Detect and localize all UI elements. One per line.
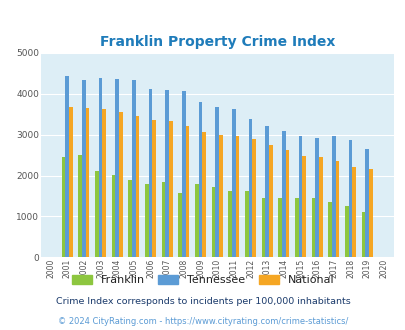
Bar (248, 119, 252, 257)
Bar (269, 145, 272, 257)
Bar (348, 140, 352, 257)
Bar (261, 198, 265, 257)
Bar (265, 126, 269, 257)
Bar (168, 121, 172, 257)
Bar (181, 91, 185, 257)
Bar (278, 198, 281, 257)
Bar (148, 89, 152, 257)
Bar (281, 131, 285, 257)
Bar (311, 198, 315, 257)
Bar (65, 76, 69, 257)
Bar (228, 191, 232, 257)
Legend: Franklin, Tennessee, National: Franklin, Tennessee, National (68, 271, 337, 288)
Bar (111, 175, 115, 257)
Bar (165, 90, 168, 257)
Bar (194, 184, 198, 257)
Title: Franklin Property Crime Index: Franklin Property Crime Index (99, 35, 334, 49)
Bar (152, 120, 156, 257)
Bar (202, 132, 206, 257)
Bar (302, 155, 305, 257)
Bar (232, 109, 235, 257)
Bar (331, 136, 335, 257)
Bar (294, 198, 298, 257)
Bar (69, 107, 72, 257)
Bar (161, 182, 165, 257)
Bar (215, 107, 219, 257)
Bar (62, 157, 65, 257)
Bar (335, 161, 339, 257)
Bar (82, 80, 85, 257)
Bar (132, 80, 135, 257)
Bar (364, 148, 368, 257)
Bar (252, 139, 256, 257)
Bar (211, 187, 215, 257)
Bar (361, 212, 364, 257)
Bar (352, 167, 355, 257)
Bar (119, 112, 122, 257)
Bar (98, 78, 102, 257)
Bar (298, 136, 302, 257)
Bar (185, 126, 189, 257)
Bar (368, 169, 372, 257)
Bar (344, 206, 348, 257)
Text: © 2024 CityRating.com - https://www.cityrating.com/crime-statistics/: © 2024 CityRating.com - https://www.city… (58, 317, 347, 326)
Bar (102, 109, 106, 257)
Bar (78, 155, 82, 257)
Bar (115, 79, 119, 257)
Bar (198, 102, 202, 257)
Text: Crime Index corresponds to incidents per 100,000 inhabitants: Crime Index corresponds to incidents per… (55, 297, 350, 307)
Bar (85, 109, 89, 257)
Bar (328, 202, 331, 257)
Bar (178, 193, 181, 257)
Bar (128, 180, 132, 257)
Bar (135, 116, 139, 257)
Bar (245, 191, 248, 257)
Bar (219, 135, 222, 257)
Bar (285, 150, 289, 257)
Bar (235, 136, 239, 257)
Bar (315, 138, 318, 257)
Bar (95, 172, 98, 257)
Bar (318, 157, 322, 257)
Bar (145, 184, 148, 257)
